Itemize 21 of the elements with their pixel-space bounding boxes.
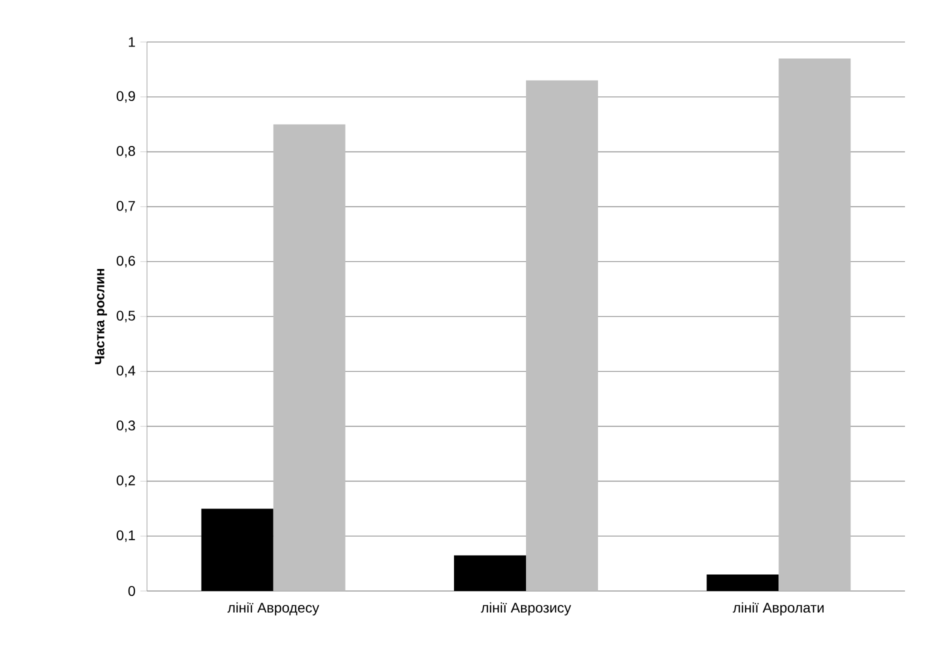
y-tick-label: 0,3 — [116, 420, 136, 432]
y-tick-label: 0,2 — [116, 475, 135, 487]
bar — [778, 58, 851, 591]
x-tick-label: лінії Авролати — [732, 602, 824, 616]
bar — [201, 508, 274, 591]
bar — [706, 574, 779, 591]
y-tick-label: 0,4 — [116, 366, 136, 378]
x-tick-label: лінії Аврозису — [480, 602, 572, 616]
y-tick-label: 0 — [128, 586, 136, 596]
y-tick-label: 0,5 — [116, 310, 136, 322]
bar — [526, 80, 598, 591]
y-tick-label: 0,6 — [116, 256, 136, 268]
y-tick-label: 0,9 — [116, 91, 135, 103]
y-tick-label: 0,8 — [116, 146, 136, 158]
y-axis-title: Частка рослин — [95, 269, 108, 364]
bar — [273, 124, 346, 591]
y-tick-label: 0,7 — [116, 200, 135, 212]
y-tick-label: 0,1 — [116, 530, 135, 542]
x-tick-label: лінії Авродесу — [227, 602, 320, 616]
bar — [454, 555, 526, 591]
y-tick-label: 1 — [128, 37, 135, 47]
